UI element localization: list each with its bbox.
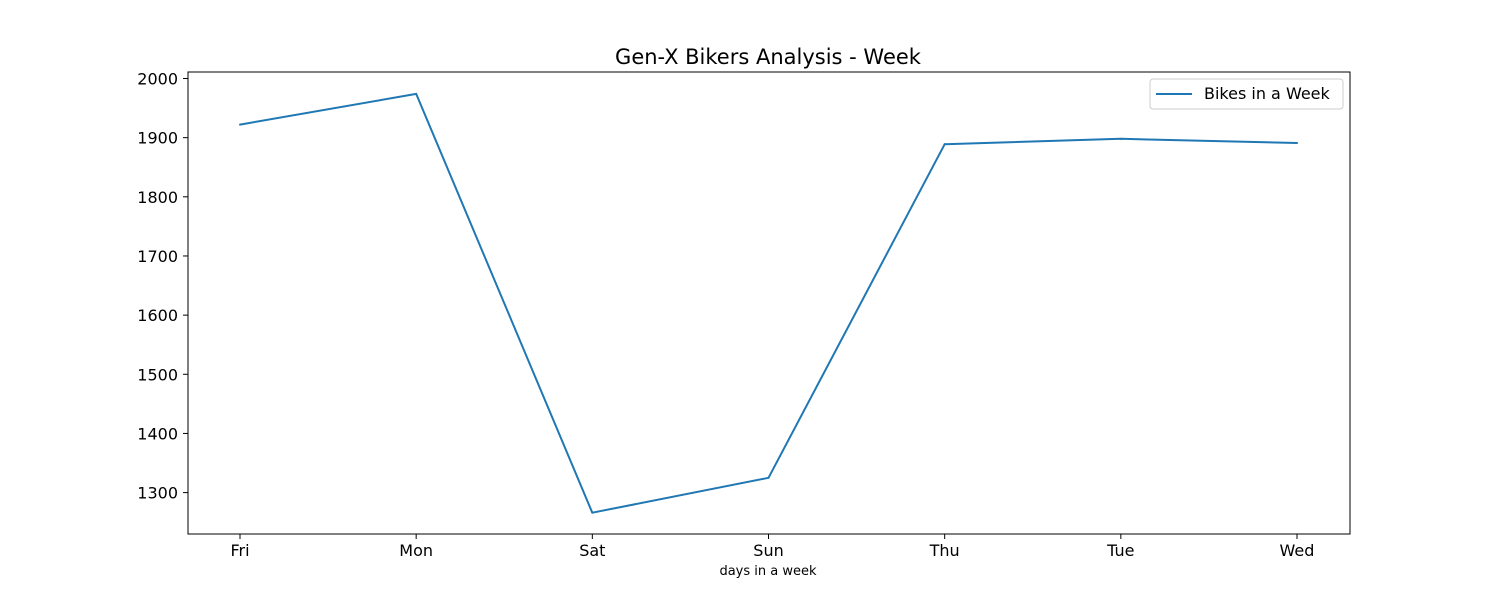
plot-frame [187, 71, 1351, 535]
legend: Bikes in a Week [1149, 78, 1344, 110]
y-tick-label: 1700 [137, 247, 178, 266]
x-axis-label: days in a week [719, 564, 817, 579]
data-point [239, 123, 241, 126]
y-tick-label: 1300 [137, 484, 178, 503]
x-tick-label: Sun [753, 541, 783, 560]
data-point [1296, 141, 1298, 144]
x-axis: Fri Mon Sat Sun Thu Tue Wed [230, 534, 1314, 560]
data-point [591, 511, 594, 514]
x-tick-label: Sat [579, 541, 605, 560]
y-tick-label: 1800 [137, 188, 178, 207]
y-tick-label: 1600 [137, 306, 178, 325]
chart-title: Gen-X Bikers Analysis - Week [615, 45, 922, 69]
y-tick-label: 2000 [137, 70, 178, 89]
x-tick-label: Wed [1280, 541, 1315, 560]
data-point [1119, 137, 1122, 140]
y-axis: 1300 1400 1500 1600 1700 1800 1900 2000 [137, 70, 188, 503]
x-tick-label: Tue [1106, 541, 1134, 560]
y-tick-label: 1400 [137, 424, 178, 443]
legend-box [1149, 78, 1344, 110]
y-tick-label: 1900 [137, 129, 178, 148]
legend-label: Bikes in a Week [1204, 84, 1331, 103]
data-point [415, 92, 418, 95]
data-point [943, 143, 946, 146]
data-point [767, 476, 770, 479]
x-tick-label: Mon [399, 541, 433, 560]
y-tick-label: 1500 [137, 365, 178, 384]
x-tick-label: Thu [929, 541, 960, 560]
x-tick-label: Fri [230, 541, 249, 560]
series-layer [239, 92, 1298, 514]
